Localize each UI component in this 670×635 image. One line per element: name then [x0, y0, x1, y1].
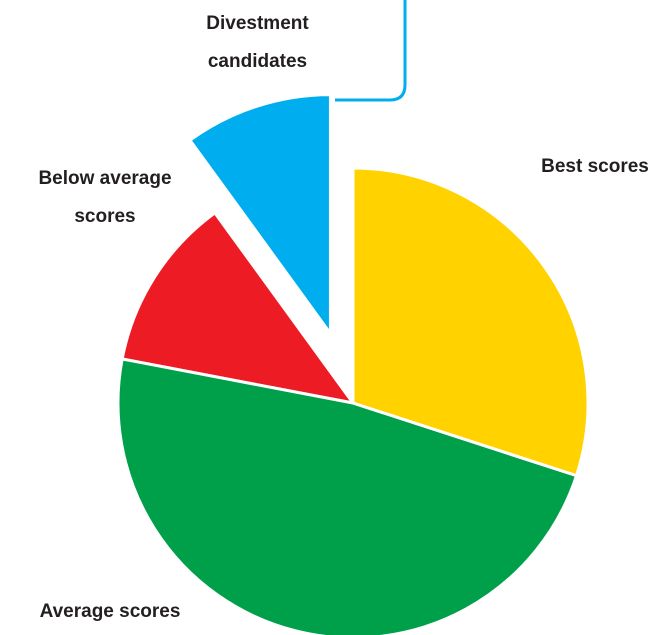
- slice-label: Divestment candidates: [206, 13, 309, 72]
- callout-line: [335, 0, 407, 102]
- slice-label: Best scores: [541, 156, 649, 177]
- slice-label: Average scores: [39, 601, 181, 622]
- pie-slice: [351, 166, 590, 478]
- pie-slice: [120, 210, 357, 406]
- pie-slice: [187, 93, 332, 339]
- pie-slice: [116, 357, 579, 635]
- slice-label: Below average scores: [38, 168, 172, 227]
